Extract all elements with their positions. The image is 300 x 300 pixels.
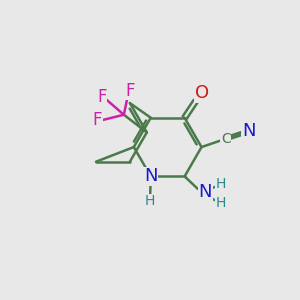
Text: F: F [93,111,102,129]
Text: C: C [221,132,230,146]
Text: F: F [125,82,134,100]
Text: O: O [195,84,209,102]
Text: N: N [144,167,158,185]
Text: H: H [215,196,226,210]
Text: F: F [97,88,107,106]
Text: N: N [242,122,255,140]
Text: N: N [199,183,212,201]
Text: H: H [144,194,155,208]
Text: H: H [215,177,226,191]
